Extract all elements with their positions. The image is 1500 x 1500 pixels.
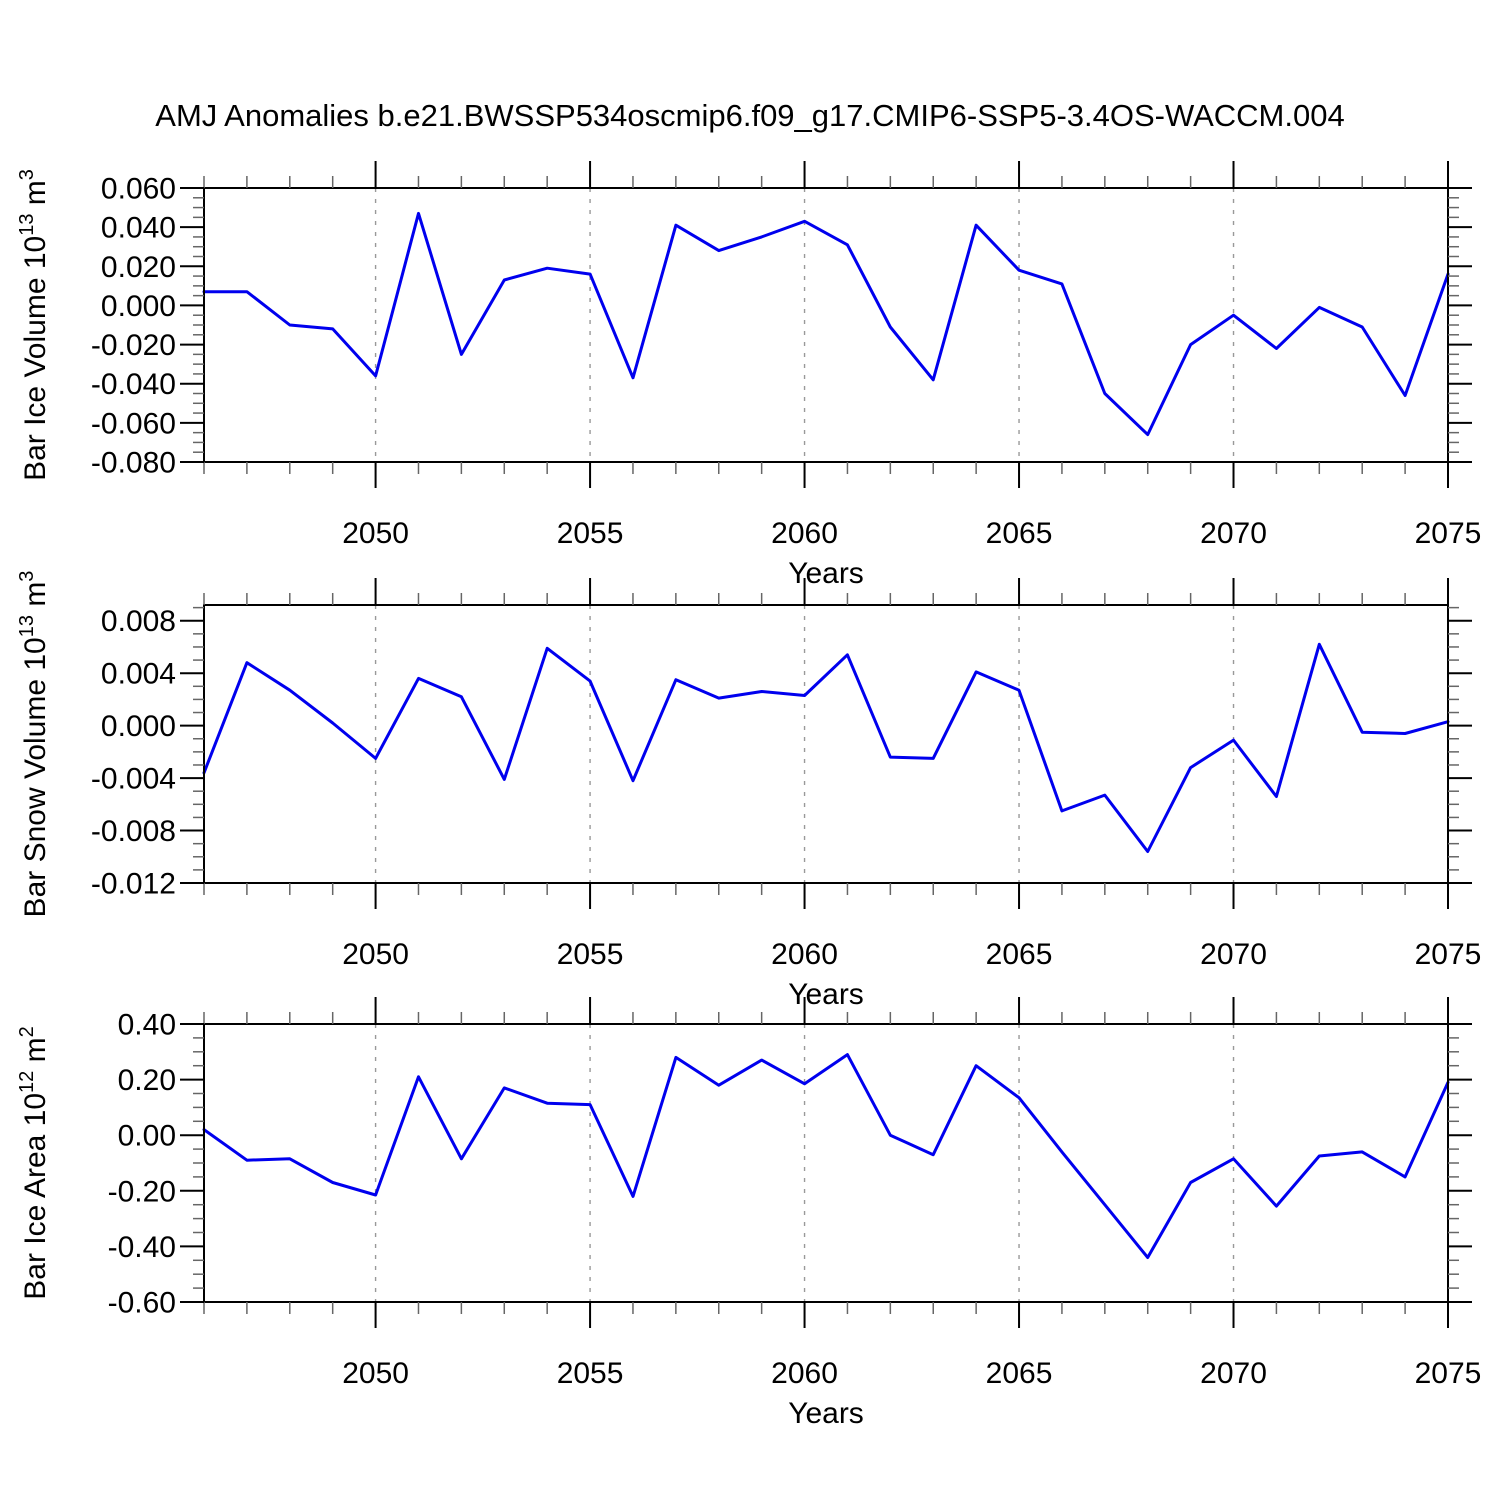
- y-axis-title-part: Bar Snow Volume 10: [19, 637, 52, 917]
- y-axis-ticks: [180, 606, 1472, 884]
- y-tick-label: 0.060: [101, 173, 176, 206]
- figure-title: AMJ Anomalies b.e21.BWSSP534oscmip6.f09_…: [155, 98, 1345, 133]
- y-tick-label: 0.004: [101, 658, 176, 691]
- x-tick-label: 2055: [557, 517, 624, 550]
- x-tick-label: 2075: [1415, 517, 1482, 550]
- y-tick-label: 0.20: [118, 1064, 176, 1097]
- data-line-bar-snow-volume: [202, 642, 1450, 853]
- y-tick-label: -0.020: [91, 329, 176, 362]
- y-axis-title: Bar Ice Area 1012 m2: [16, 1026, 52, 1300]
- y-axis-title-part: m: [19, 180, 52, 213]
- y-axis-title-part: m: [19, 1037, 52, 1070]
- chart-bar-snow-volume: 0.008 0.004 0.000 -0.004 -0.008 -0.012 2050 205…: [16, 571, 1481, 1011]
- y-tick-label: -0.060: [91, 407, 176, 440]
- y-axis-title-sup: 13: [16, 615, 38, 637]
- x-axis-ticks: [203, 997, 1449, 1328]
- y-axis-title: Bar Snow Volume 1013 m3: [16, 571, 52, 918]
- y-tick-label: -0.008: [91, 815, 176, 848]
- y-tick-label: -0.20: [108, 1175, 176, 1208]
- x-tick-label: 2060: [771, 517, 838, 550]
- y-tick-label: 0.000: [101, 290, 176, 323]
- y-tick-label: -0.040: [91, 368, 176, 401]
- x-axis-title: Years: [788, 1397, 864, 1430]
- x-tick-label: 2065: [986, 1357, 1053, 1390]
- y-tick-label: -0.012: [91, 868, 176, 901]
- plot-box: [203, 1023, 1449, 1303]
- y-tick-label: 0.008: [101, 605, 176, 638]
- y-axis-title-sup: 3: [16, 169, 38, 180]
- x-tick-label: 2065: [986, 938, 1053, 971]
- y-tick-label: -0.004: [91, 763, 176, 796]
- data-line-bar-ice-area: [202, 1053, 1450, 1259]
- x-axis-ticks: [203, 578, 1449, 909]
- y-axis-title-sup: 2: [16, 1026, 38, 1037]
- plot-box: [203, 187, 1449, 463]
- x-tick-label: 2055: [557, 938, 624, 971]
- x-tick-label: 2075: [1415, 938, 1482, 971]
- y-axis-title-sup: 3: [16, 571, 38, 582]
- plot-box: [203, 604, 1449, 884]
- y-axis-title-part: Bar Ice Area 10: [19, 1093, 52, 1300]
- y-axis-title-part: Bar Ice Volume 10: [19, 236, 52, 481]
- y-axis-title: Bar Ice Volume 1013 m3: [16, 169, 52, 481]
- y-axis-title-sup: 12: [16, 1071, 38, 1093]
- y-tick-label: -0.60: [108, 1287, 176, 1320]
- y-tick-label: 0.020: [101, 251, 176, 284]
- y-tick-label: 0.40: [118, 1009, 176, 1042]
- y-tick-label: -0.080: [91, 447, 176, 480]
- x-tick-label: 2060: [771, 938, 838, 971]
- y-axis-ticks: [180, 1023, 1472, 1303]
- x-axis-title: Years: [788, 557, 864, 590]
- data-line-bar-ice-volume: [202, 211, 1450, 437]
- x-tick-label: 2050: [342, 938, 409, 971]
- x-tick-label: 2050: [342, 1357, 409, 1390]
- x-tick-label: 2075: [1415, 1357, 1482, 1390]
- x-tick-label: 2070: [1200, 1357, 1267, 1390]
- y-axis-ticks: [180, 187, 1472, 463]
- x-axis-ticks: [203, 161, 1449, 488]
- y-axis-title-sup: 13: [16, 214, 38, 236]
- y-axis-title-part: m: [19, 582, 52, 615]
- y-tick-label: 0.00: [118, 1120, 176, 1153]
- x-axis-title: Years: [788, 978, 864, 1011]
- x-tick-label: 2070: [1200, 938, 1267, 971]
- x-tick-label: 2060: [771, 1357, 838, 1390]
- chart-bar-ice-volume: 0.060 0.040 0.020 0.000 -0.020 -0.040 -0.060 -0…: [16, 161, 1481, 590]
- x-tick-label: 2070: [1200, 517, 1267, 550]
- x-tick-label: 2050: [342, 517, 409, 550]
- y-tick-label: 0.040: [101, 212, 176, 245]
- y-tick-label: -0.40: [108, 1231, 176, 1264]
- chart-bar-ice-area: 0.40 0.20 0.00 -0.20 -0.40 -0.60 2050 2055 2060 2…: [16, 997, 1481, 1430]
- x-tick-label: 2055: [557, 1357, 624, 1390]
- y-tick-label: 0.000: [101, 710, 176, 743]
- x-tick-label: 2065: [986, 517, 1053, 550]
